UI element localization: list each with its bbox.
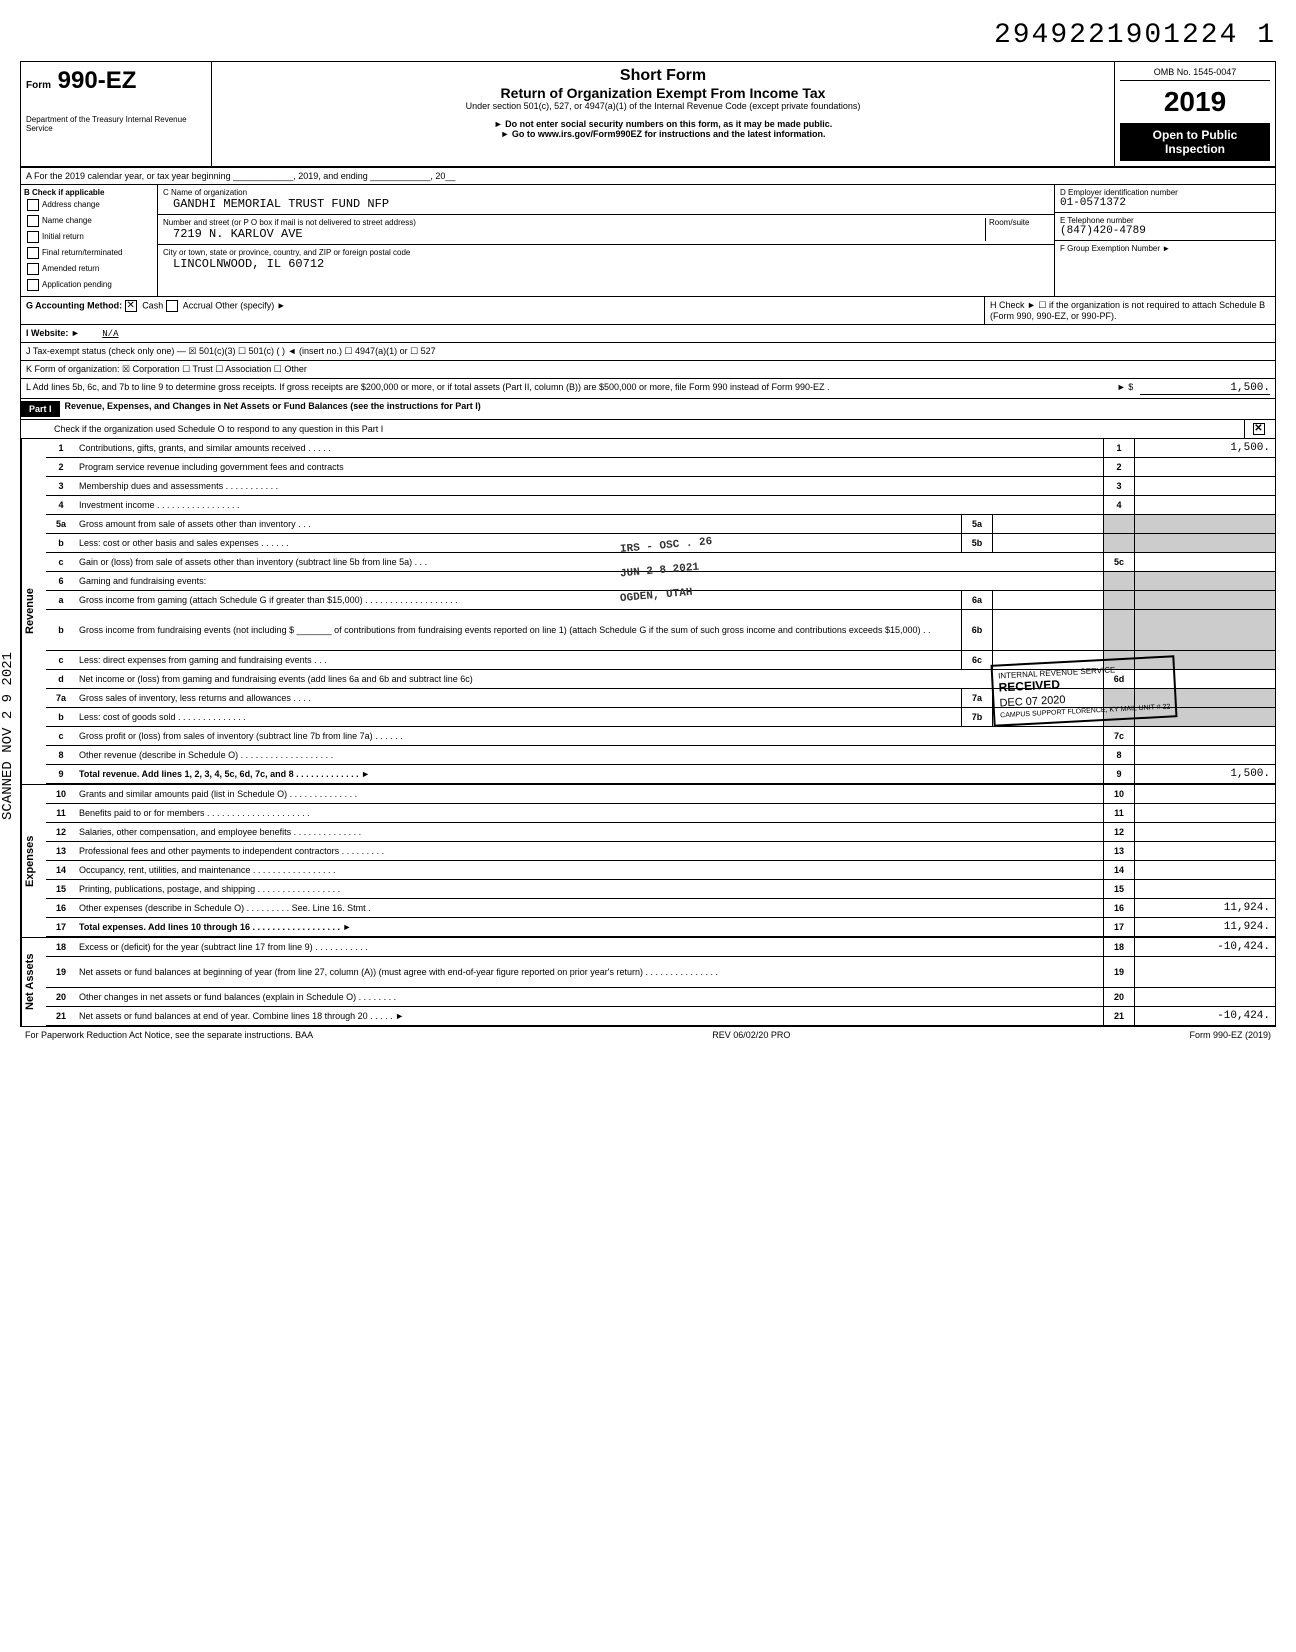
tax-year: 20201919 bbox=[1120, 86, 1270, 118]
line18-text: Excess or (deficit) for the year (subtra… bbox=[76, 940, 1103, 954]
form-prefix: Form bbox=[26, 80, 51, 91]
checkbox-amended[interactable] bbox=[27, 263, 39, 275]
line6a-text: Gross income from gaming (attach Schedul… bbox=[76, 593, 961, 607]
paperwork-notice: For Paperwork Reduction Act Notice, see … bbox=[25, 1030, 313, 1040]
line19-text: Net assets or fund balances at beginning… bbox=[76, 965, 1103, 979]
line6c-text: Less: direct expenses from gaming and fu… bbox=[76, 653, 961, 667]
website-label: I Website: ► bbox=[26, 328, 80, 338]
city-value: LINCOLNWOOD, IL 60712 bbox=[163, 257, 1049, 271]
line5b-text: Less: cost or other basis and sales expe… bbox=[76, 536, 961, 550]
line8-text: Other revenue (describe in Schedule O) .… bbox=[76, 748, 1103, 762]
open-public: Open to Public Inspection bbox=[1120, 123, 1270, 161]
checkbox-cash[interactable] bbox=[125, 300, 137, 312]
form-number: 990-EZ bbox=[58, 67, 137, 94]
phone-label: E Telephone number bbox=[1060, 216, 1270, 225]
checkbox-name[interactable] bbox=[27, 215, 39, 227]
netassets-label: Net Assets bbox=[21, 938, 46, 1026]
line1-amount: 1,500. bbox=[1134, 439, 1275, 457]
section-b-label: B Check if applicable bbox=[24, 188, 154, 197]
line3-amount bbox=[1134, 477, 1275, 495]
website-value: N/A bbox=[82, 329, 118, 339]
part1-title: Revenue, Expenses, and Changes in Net As… bbox=[60, 401, 481, 417]
section-k: K Form of organization: ☒ Corporation ☐ … bbox=[21, 361, 1275, 379]
line7b-text: Less: cost of goods sold . . . . . . . .… bbox=[76, 710, 961, 724]
form-footer: Form 990-EZ (2019) bbox=[1189, 1030, 1271, 1040]
line4-text: Investment income . . . . . . . . . . . … bbox=[76, 498, 1103, 512]
dept-treasury: Department of the Treasury Internal Reve… bbox=[26, 115, 206, 133]
line14-text: Occupancy, rent, utilities, and maintena… bbox=[76, 863, 1103, 877]
checkbox-schedule-o[interactable] bbox=[1253, 423, 1265, 435]
line9-amount: 1,500. bbox=[1134, 765, 1275, 783]
omb-number: OMB No. 1545-0047 bbox=[1120, 67, 1270, 81]
line17-amount: 11,924. bbox=[1134, 918, 1275, 936]
checkbox-pending[interactable] bbox=[27, 279, 39, 291]
part1-header: Part I bbox=[21, 401, 60, 417]
line12-text: Salaries, other compensation, and employ… bbox=[76, 825, 1103, 839]
form-990ez: Form 990-EZ Department of the Treasury I… bbox=[20, 61, 1276, 1027]
title-main: Return of Organization Exempt From Incom… bbox=[217, 85, 1109, 101]
line21-amount: -10,424. bbox=[1134, 1007, 1275, 1025]
line11-text: Benefits paid to or for members . . . . … bbox=[76, 806, 1103, 820]
line9-text: Total revenue. Add lines 1, 2, 3, 4, 5c,… bbox=[76, 767, 1103, 781]
line6-text: Gaming and fundraising events: bbox=[76, 574, 1103, 588]
section-l-text: L Add lines 5b, 6c, and 7b to line 9 to … bbox=[26, 382, 1110, 395]
group-exemption-label: F Group Exemption Number ► bbox=[1060, 244, 1270, 253]
note-goto: ► Go to www.irs.gov/Form990EZ for instru… bbox=[217, 129, 1109, 139]
line20-text: Other changes in net assets or fund bala… bbox=[76, 990, 1103, 1004]
accounting-label: G Accounting Method: bbox=[26, 300, 122, 310]
city-label: City or town, state or province, country… bbox=[163, 248, 1049, 257]
revenue-label: Revenue bbox=[21, 439, 46, 784]
scanned-stamp: SCANNED NOV 2 9 2021 bbox=[0, 652, 16, 820]
line10-text: Grants and similar amounts paid (list in… bbox=[76, 787, 1103, 801]
part1-check: Check if the organization used Schedule … bbox=[51, 422, 1244, 436]
section-l-amount: 1,500. bbox=[1140, 382, 1270, 395]
ein-label: D Employer identification number bbox=[1060, 188, 1270, 197]
line3-text: Membership dues and assessments . . . . … bbox=[76, 479, 1103, 493]
line5c-text: Gain or (loss) from sale of assets other… bbox=[76, 555, 1103, 569]
line6d-text: Net income or (loss) from gaming and fun… bbox=[76, 672, 1103, 686]
line5a-text: Gross amount from sale of assets other t… bbox=[76, 517, 961, 531]
section-h: H Check ► ☐ if the organization is not r… bbox=[984, 297, 1275, 324]
line1-text: Contributions, gifts, grants, and simila… bbox=[76, 441, 1103, 455]
title-short: Short Form bbox=[217, 67, 1109, 85]
checkbox-final[interactable] bbox=[27, 247, 39, 259]
org-name: GANDHI MEMORIAL TRUST FUND NFP bbox=[163, 197, 1049, 211]
title-under: Under section 501(c), 527, or 4947(a)(1)… bbox=[217, 101, 1109, 111]
line17-text: Total expenses. Add lines 10 through 16 … bbox=[76, 920, 1103, 934]
name-label: C Name of organization bbox=[163, 188, 1049, 197]
line4-amount bbox=[1134, 496, 1275, 514]
ein-value: 01-0571372 bbox=[1060, 197, 1270, 209]
checkbox-initial[interactable] bbox=[27, 231, 39, 243]
street-value: 7219 N. KARLOV AVE bbox=[163, 227, 985, 241]
rev-date: REV 06/02/20 PRO bbox=[712, 1030, 790, 1040]
line2-text: Program service revenue including govern… bbox=[76, 460, 1103, 474]
line7a-text: Gross sales of inventory, less returns a… bbox=[76, 691, 961, 705]
section-j: J Tax-exempt status (check only one) — ☒… bbox=[21, 343, 1275, 361]
section-a: A For the 2019 calendar year, or tax yea… bbox=[21, 168, 1275, 185]
line15-text: Printing, publications, postage, and shi… bbox=[76, 882, 1103, 896]
line18-amount: -10,424. bbox=[1134, 938, 1275, 956]
header-number: 2949221901224 1 bbox=[20, 20, 1276, 51]
street-label: Number and street (or P O box if mail is… bbox=[163, 218, 985, 227]
room-label: Room/suite bbox=[985, 218, 1049, 241]
line16-text: Other expenses (describe in Schedule O) … bbox=[76, 901, 1103, 915]
line7c-text: Gross profit or (loss) from sales of inv… bbox=[76, 729, 1103, 743]
line6b-text: Gross income from fundraising events (no… bbox=[76, 623, 961, 637]
line21-text: Net assets or fund balances at end of ye… bbox=[76, 1009, 1103, 1023]
line2-amount bbox=[1134, 458, 1275, 476]
expenses-label: Expenses bbox=[21, 785, 46, 937]
checkbox-address[interactable] bbox=[27, 199, 39, 211]
checkbox-accrual[interactable] bbox=[166, 300, 178, 312]
line13-text: Professional fees and other payments to … bbox=[76, 844, 1103, 858]
note-ssn: ► Do not enter social security numbers o… bbox=[217, 119, 1109, 129]
line16-amount: 11,924. bbox=[1134, 899, 1275, 917]
phone-value: (847)420-4789 bbox=[1060, 225, 1270, 237]
